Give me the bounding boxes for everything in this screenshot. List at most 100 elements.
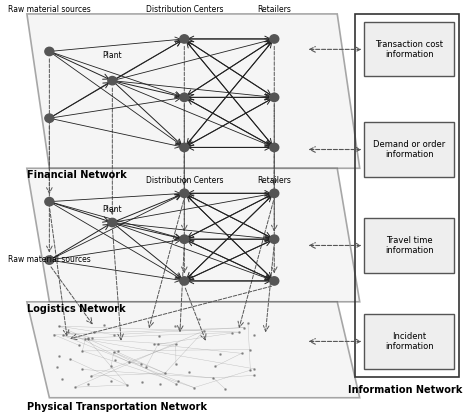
Text: Retailers: Retailers [257, 5, 291, 14]
Text: Retailers: Retailers [257, 176, 291, 185]
Point [66, 356, 74, 362]
Point [87, 373, 95, 380]
FancyBboxPatch shape [364, 22, 454, 76]
Polygon shape [27, 302, 360, 398]
Point [211, 363, 219, 370]
Circle shape [270, 277, 279, 285]
Point [244, 320, 252, 327]
Circle shape [45, 47, 54, 55]
Point [100, 322, 108, 328]
Point [107, 362, 115, 369]
Text: Financial Network: Financial Network [27, 171, 127, 180]
Point [156, 381, 164, 388]
FancyBboxPatch shape [364, 218, 454, 273]
Point [251, 365, 258, 372]
Point [84, 336, 91, 343]
Point [85, 381, 92, 387]
Point [58, 376, 65, 383]
Point [173, 381, 180, 388]
Point [75, 342, 82, 349]
Point [172, 341, 180, 348]
Circle shape [270, 189, 279, 197]
Circle shape [180, 143, 189, 152]
Point [171, 323, 178, 330]
Point [210, 375, 217, 381]
Point [137, 361, 145, 368]
Point [125, 359, 132, 365]
Point [79, 366, 86, 373]
Point [228, 329, 236, 336]
Point [111, 357, 119, 364]
Circle shape [180, 277, 189, 285]
FancyBboxPatch shape [364, 122, 454, 177]
Circle shape [180, 93, 189, 102]
Point [174, 378, 182, 384]
Point [240, 324, 248, 331]
Point [175, 325, 182, 331]
Text: Raw material sources: Raw material sources [8, 5, 91, 14]
Point [79, 348, 86, 354]
Point [84, 334, 92, 341]
Point [53, 364, 60, 370]
Text: Plant: Plant [102, 205, 122, 214]
Circle shape [180, 189, 189, 197]
Circle shape [45, 256, 54, 264]
Text: Distribution Centers: Distribution Centers [146, 176, 223, 185]
Point [246, 346, 254, 353]
Circle shape [108, 218, 117, 227]
Point [123, 381, 131, 388]
Circle shape [45, 114, 54, 122]
Point [201, 327, 208, 334]
Circle shape [45, 197, 54, 206]
Text: Information Network: Information Network [347, 385, 462, 395]
Circle shape [270, 35, 279, 43]
Point [72, 384, 79, 391]
Point [161, 370, 169, 377]
Point [221, 386, 229, 392]
Point [195, 316, 203, 323]
Point [55, 323, 63, 329]
Point [155, 333, 163, 339]
Point [154, 341, 162, 347]
Point [59, 332, 67, 339]
Point [91, 328, 98, 335]
Text: Transaction cost
information: Transaction cost information [375, 39, 443, 59]
Polygon shape [27, 168, 360, 302]
Polygon shape [27, 14, 360, 168]
Text: Travel time
information: Travel time information [385, 236, 434, 255]
Circle shape [180, 235, 189, 243]
Point [150, 341, 158, 348]
Point [50, 331, 57, 338]
Circle shape [180, 35, 189, 43]
Point [172, 361, 180, 368]
Point [246, 367, 254, 373]
Text: Raw material sources: Raw material sources [8, 255, 91, 264]
Circle shape [270, 235, 279, 243]
Text: Distribution Centers: Distribution Centers [146, 5, 223, 14]
Point [88, 334, 95, 341]
Point [110, 349, 118, 356]
Point [107, 378, 115, 385]
Point [250, 331, 257, 338]
Point [142, 364, 150, 371]
Point [251, 372, 258, 379]
Point [217, 351, 224, 358]
Point [55, 352, 63, 359]
Point [238, 350, 246, 357]
Circle shape [270, 143, 279, 152]
Text: Demand or order
information: Demand or order information [373, 140, 446, 159]
Point [114, 348, 122, 354]
Point [235, 329, 242, 336]
Circle shape [108, 76, 117, 85]
Point [190, 384, 198, 391]
Text: Incident
information: Incident information [385, 332, 434, 351]
Text: Plant: Plant [102, 51, 122, 60]
FancyBboxPatch shape [364, 314, 454, 368]
Point [64, 329, 72, 336]
Text: Physical Transportation Network: Physical Transportation Network [27, 402, 207, 412]
Point [82, 336, 89, 342]
Point [138, 378, 146, 385]
Point [110, 331, 118, 338]
Point [186, 368, 193, 375]
Text: Logistics Network: Logistics Network [27, 304, 126, 314]
